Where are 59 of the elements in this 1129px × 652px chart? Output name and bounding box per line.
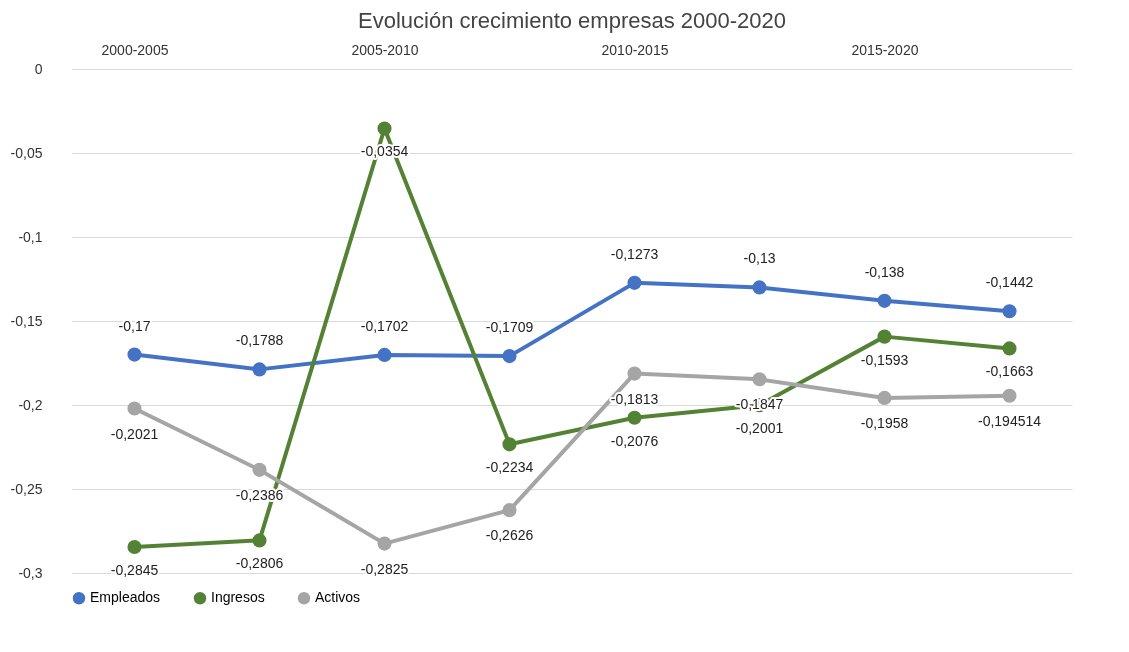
- point: [252, 533, 267, 548]
- point: [377, 536, 392, 551]
- point: [377, 121, 392, 136]
- data-label: -0,194514: [977, 412, 1042, 429]
- legend-label: Activos: [315, 589, 361, 606]
- data-label: -0,2626: [485, 527, 534, 544]
- data-label: -0,1709: [485, 319, 534, 336]
- x-tick-label: 2010-2015: [601, 41, 669, 58]
- x-tick-label: 2015-2020: [851, 41, 919, 58]
- point: [127, 401, 142, 416]
- point: [1002, 304, 1017, 319]
- x-tick-label: 2000-2005: [101, 41, 169, 58]
- data-label: -0,2021: [110, 425, 159, 442]
- point: [252, 362, 267, 377]
- data-label: -0,2845: [110, 561, 159, 578]
- data-label: -0,138: [864, 263, 905, 280]
- data-label: -0,1442: [985, 274, 1034, 291]
- point: [252, 462, 267, 477]
- data-label: -0,1813: [610, 390, 659, 407]
- y-tick-label: 0: [34, 60, 43, 77]
- data-label: -0,2825: [360, 560, 409, 577]
- point: [877, 293, 892, 308]
- point: [502, 503, 517, 518]
- y-tick-label: -0,1: [18, 228, 43, 245]
- point: [127, 347, 142, 362]
- y-tick-label: -0,2: [18, 396, 43, 413]
- data-label: -0,17: [118, 317, 151, 334]
- legend-label: Empleados: [90, 589, 161, 606]
- data-label: -0,1702: [360, 317, 409, 334]
- data-label: -0,1663: [985, 363, 1034, 380]
- data-label: -0,13: [743, 250, 776, 267]
- point: [377, 347, 392, 362]
- y-tick-label: -0,15: [10, 312, 43, 329]
- point: [502, 349, 517, 364]
- data-label: -0,2234: [485, 459, 534, 476]
- data-label: -0,1958: [860, 414, 909, 431]
- y-tick-label: -0,3: [18, 564, 43, 581]
- data-label: -0,1593: [860, 351, 909, 368]
- point: [1002, 341, 1017, 356]
- data-label: -0,2076: [610, 432, 659, 449]
- y-tick-label: -0,05: [10, 144, 43, 161]
- legend-label: Ingresos: [211, 589, 265, 606]
- data-label: -0,2806: [235, 555, 284, 572]
- point: [877, 329, 892, 344]
- y-tick-label: -0,25: [10, 480, 43, 497]
- point: [752, 280, 767, 295]
- chart-title: Evolución crecimiento empresas 2000-2020: [357, 8, 787, 33]
- point: [877, 390, 892, 405]
- point: [627, 366, 642, 381]
- point: [1002, 388, 1017, 403]
- data-label: -0,1273: [610, 245, 659, 262]
- data-label: -0,2001: [735, 420, 784, 437]
- point: [627, 275, 642, 290]
- point: [502, 437, 517, 452]
- point: [627, 410, 642, 425]
- point: [752, 372, 767, 387]
- point: [127, 539, 142, 555]
- data-label: -0,1788: [235, 332, 284, 349]
- x-tick-label: 2005-2010: [351, 41, 419, 58]
